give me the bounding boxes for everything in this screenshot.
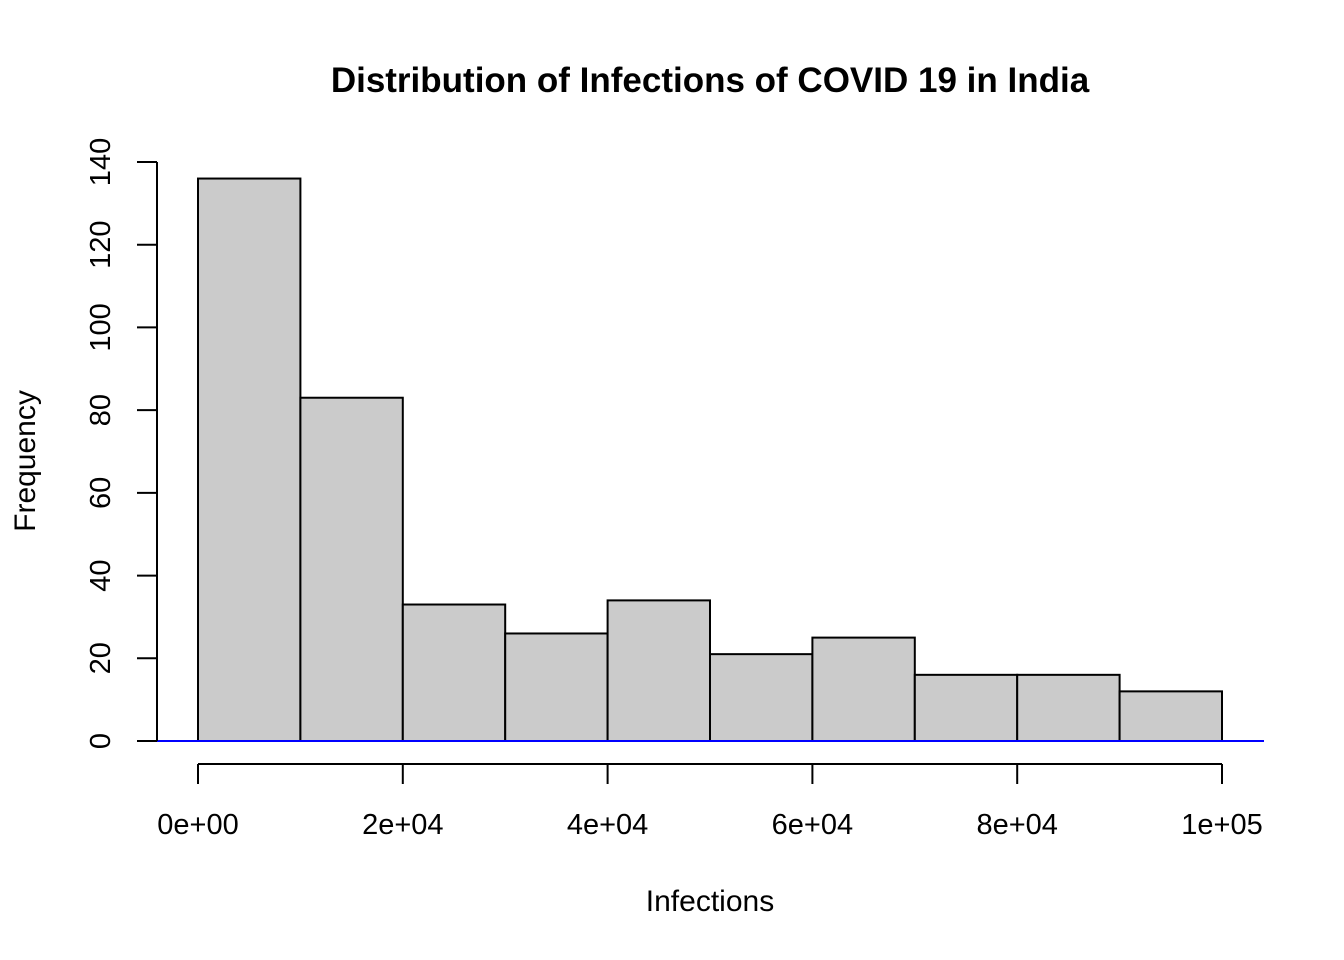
x-tick-label-80000: 8e+04: [976, 809, 1057, 841]
y-tick-label-40: 40: [85, 559, 117, 591]
x-axis: 0e+00 2e+04 4e+04 6e+04 8e+04 1e+05: [157, 763, 1263, 841]
bars-layer: [197, 177, 1223, 743]
histogram-bar-4: [504, 632, 609, 743]
y-axis: 0 20 40 60 80 100 120 140: [85, 138, 158, 749]
histogram-bar-8: [913, 673, 1019, 742]
y-tick-label-100: 100: [85, 303, 117, 351]
x-tick-label-20000: 2e+04: [362, 809, 443, 841]
histogram-bar-5: [606, 599, 711, 743]
x-axis-title: Infections: [646, 885, 774, 918]
y-tick-label-20: 20: [85, 642, 117, 674]
y-tick-label-140: 140: [85, 138, 117, 186]
x-tick-label-60000: 6e+04: [772, 809, 853, 841]
y-tick-label-0: 0: [85, 733, 117, 749]
histogram-bar-7: [811, 636, 916, 742]
y-tick-label-120: 120: [85, 221, 117, 269]
histogram-bar-2: [299, 396, 404, 742]
histogram-bar-1: [197, 177, 302, 743]
y-tick-label-80: 80: [85, 394, 117, 426]
x-tick-label-100000: 1e+05: [1181, 809, 1262, 841]
x-tick-label-0: 0e+00: [157, 809, 238, 841]
y-tick-label-60: 60: [85, 477, 117, 509]
histogram-bar-6: [709, 653, 814, 743]
chart-title: Distribution of Infections of COVID 19 i…: [331, 61, 1090, 100]
histogram-bar-9: [1016, 673, 1121, 742]
histogram-bar-3: [401, 603, 507, 742]
histogram-bar-10: [1118, 690, 1223, 742]
x-tick-label-40000: 4e+04: [567, 809, 648, 841]
y-axis-title: Frequency: [9, 390, 42, 532]
